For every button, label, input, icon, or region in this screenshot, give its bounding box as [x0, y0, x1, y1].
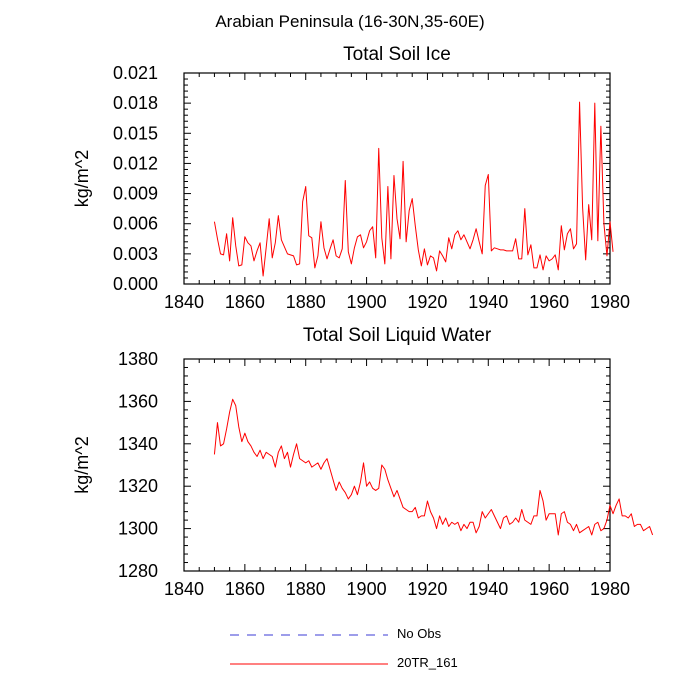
x-tick-label: 1860 [225, 579, 265, 599]
plot-frame [183, 358, 611, 572]
panel-title-soil-liquid-water: Total Soil Liquid Water [302, 325, 492, 346]
y-tick-label: 0.018 [113, 93, 158, 113]
y-tick-label: 1360 [118, 391, 158, 411]
y-tick-label: 1380 [118, 349, 158, 369]
y-tick-label: 0.021 [113, 63, 158, 83]
legend-label-no-obs: No Obs [397, 626, 442, 641]
series-line-20TR_161 [213, 101, 614, 277]
x-tick-label: 1880 [286, 579, 326, 599]
y-tick-label: 0.012 [113, 153, 158, 173]
plot-frame [183, 72, 611, 285]
y-axis-label: kg/m^2 [72, 150, 92, 207]
figure-title: Arabian Peninsula (16-30N,35-60E) [215, 12, 485, 31]
x-tick-label: 1960 [529, 292, 569, 312]
x-tick-label: 1840 [164, 579, 204, 599]
y-tick-label: 0.006 [113, 214, 158, 234]
x-tick-label: 1900 [347, 579, 387, 599]
series-line-20TR_161 [213, 398, 654, 536]
x-tick-label: 1960 [529, 579, 569, 599]
y-tick-label: 1300 [118, 519, 158, 539]
x-tick-label: 1980 [590, 292, 630, 312]
y-tick-label: 0.009 [113, 184, 158, 204]
x-tick-label: 1920 [407, 292, 447, 312]
y-tick-label: 1340 [118, 434, 158, 454]
chart-panel-1: 1840 1860 1880 1900 1920 1940 1960 1980 1280 1300… [72, 349, 654, 599]
x-tick-label: 1980 [590, 579, 630, 599]
y-tick-label: 1320 [118, 476, 158, 496]
x-tick-label: 1920 [407, 579, 447, 599]
x-tick-label: 1860 [225, 292, 265, 312]
legend-label-20tr-161: 20TR_161 [397, 655, 458, 670]
y-tick-label: 1280 [118, 561, 158, 581]
y-tick-label: 0.015 [113, 123, 158, 143]
x-tick-label: 1840 [164, 292, 204, 312]
chart-panel-0: 1840 1860 1880 1900 1920 1940 1960 1980 0.000 0.0… [72, 63, 630, 312]
y-axis-label: kg/m^2 [72, 436, 92, 493]
panel-title-soil-ice: Total Soil Ice [343, 44, 451, 65]
x-tick-label: 1900 [347, 292, 387, 312]
x-tick-label: 1940 [468, 579, 508, 599]
y-tick-label: 0.003 [113, 244, 158, 264]
x-tick-label: 1940 [468, 292, 508, 312]
x-tick-label: 1880 [286, 292, 326, 312]
y-tick-label: 0.000 [113, 274, 158, 294]
